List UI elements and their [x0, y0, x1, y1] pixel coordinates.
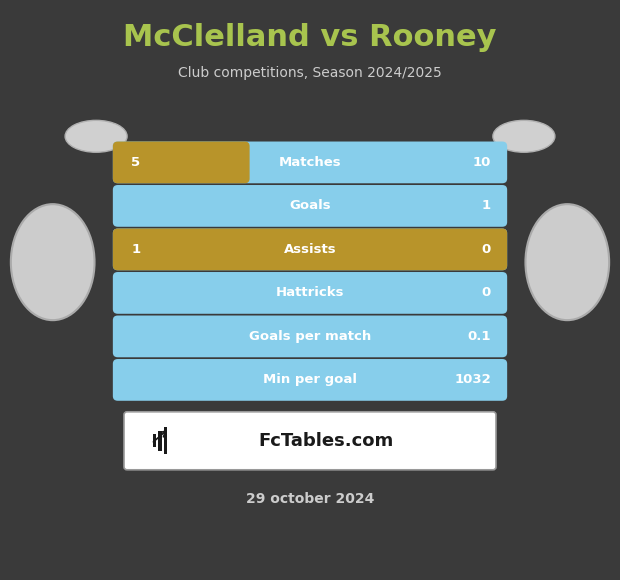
- Text: 1: 1: [482, 200, 491, 212]
- Text: 5: 5: [131, 156, 141, 169]
- Text: Matches: Matches: [278, 156, 342, 169]
- Text: 0.1: 0.1: [467, 330, 491, 343]
- Text: Club competitions, Season 2024/2025: Club competitions, Season 2024/2025: [178, 66, 442, 79]
- Text: 29 october 2024: 29 october 2024: [246, 492, 374, 506]
- Text: Goals: Goals: [289, 200, 331, 212]
- FancyBboxPatch shape: [158, 431, 162, 451]
- Ellipse shape: [65, 121, 127, 152]
- FancyBboxPatch shape: [113, 316, 507, 357]
- FancyBboxPatch shape: [113, 142, 250, 183]
- Text: FcTables.com: FcTables.com: [258, 432, 393, 450]
- Text: 10: 10: [472, 156, 491, 169]
- Text: 0: 0: [482, 287, 491, 299]
- FancyBboxPatch shape: [113, 359, 507, 401]
- FancyBboxPatch shape: [113, 229, 507, 270]
- Ellipse shape: [11, 204, 95, 320]
- FancyBboxPatch shape: [124, 412, 496, 470]
- FancyBboxPatch shape: [164, 427, 167, 454]
- Text: 0: 0: [482, 243, 491, 256]
- Ellipse shape: [493, 121, 555, 152]
- FancyBboxPatch shape: [113, 142, 507, 183]
- FancyBboxPatch shape: [113, 229, 507, 270]
- FancyBboxPatch shape: [153, 434, 156, 447]
- Text: Min per goal: Min per goal: [263, 374, 357, 386]
- Text: Hattricks: Hattricks: [276, 287, 344, 299]
- FancyBboxPatch shape: [113, 272, 507, 314]
- Ellipse shape: [526, 204, 609, 320]
- FancyBboxPatch shape: [113, 185, 507, 227]
- Text: Assists: Assists: [284, 243, 336, 256]
- Text: 1032: 1032: [454, 374, 491, 386]
- Text: McClelland vs Rooney: McClelland vs Rooney: [123, 23, 497, 52]
- Text: 1: 1: [131, 243, 141, 256]
- Text: Goals per match: Goals per match: [249, 330, 371, 343]
